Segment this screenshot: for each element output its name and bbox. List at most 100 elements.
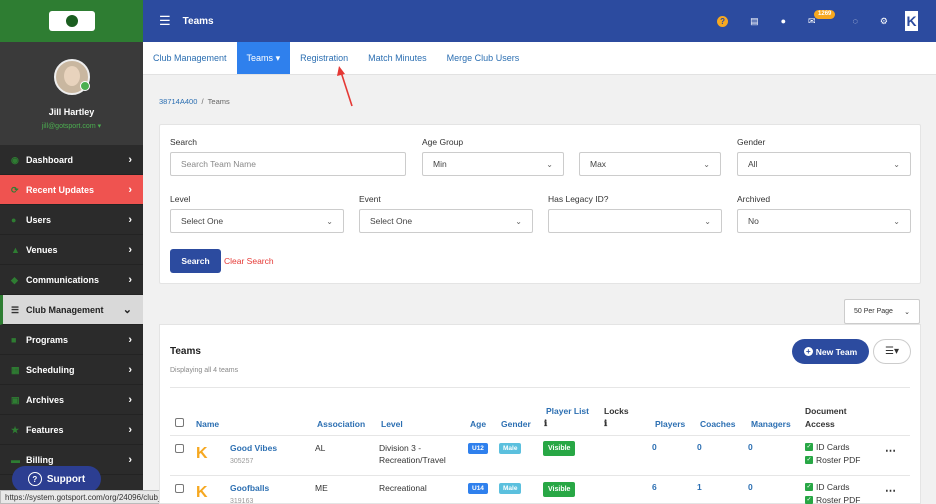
column-header-level[interactable]: Level [381,419,403,429]
player-list-visible-button[interactable]: Visible [543,482,576,497]
tab-club-management[interactable]: Club Management [153,53,227,63]
age-badge: U14 [468,483,488,494]
user-profile: Jill Hartley jill@gotsport.com ▾ [0,42,143,145]
divider [170,435,910,436]
column-header-managers[interactable]: Managers [751,419,791,429]
hamburger-menu-icon[interactable]: ☰ [159,13,171,28]
select-all-checkbox[interactable] [175,418,184,427]
help-button[interactable]: ? [717,15,729,27]
sidebar-item-features[interactable]: ★ Features › [0,415,143,445]
notification-badge: 1269 [814,9,836,19]
tab-merge-club-users[interactable]: Merge Club Users [446,53,520,63]
sidebar-item-label: Features [26,424,64,435]
age-min-select[interactable]: Min ⌄ [422,152,564,176]
sidebar-item-programs[interactable]: ■ Programs › [0,325,143,355]
team-level-line2: Recreation/Travel [379,455,446,465]
column-header-document-access-2: Access [805,419,835,429]
new-team-label: New Team [815,346,858,357]
tab-teams[interactable]: Teams ▾ [236,42,291,74]
column-header-age[interactable]: Age [470,419,487,429]
managers-count-link[interactable]: 0 [748,482,753,492]
bulk-actions-button[interactable]: ☰▾ [873,339,911,364]
sidebar-item-communications[interactable]: ◆ Communications › [0,265,143,295]
info-icon: ℹ [544,418,548,428]
roster-pdf-access[interactable]: ✓ Roster PDF [805,455,860,465]
sidebar-item-venues[interactable]: ▲ Venues › [0,235,143,265]
chat-icon[interactable]: ◌ [852,16,858,26]
plus-icon: + [803,347,813,356]
logo-bar [0,0,143,42]
archived-select[interactable]: No ⌄ [737,209,911,233]
doc-label: ID Cards [816,482,850,492]
team-name-link[interactable]: Good Vibes [230,443,278,453]
id-card-icon[interactable]: ▤ [750,15,759,26]
search-button[interactable]: Search [170,249,221,273]
row-checkbox[interactable] [175,484,184,493]
gear-icon[interactable]: ⚙ [879,15,888,26]
avatar[interactable] [53,59,90,95]
legacy-id-select[interactable]: ⌄ [548,209,722,233]
row-actions-icon[interactable]: ⋯ [885,445,896,457]
sidebar-item-archives[interactable]: ▣ Archives › [0,385,143,415]
coaches-count-link[interactable]: 1 [697,482,702,492]
event-value: Select One [370,216,413,226]
tab-registration[interactable]: Registration [300,53,349,63]
age-max-select[interactable]: Max ⌄ [579,152,721,176]
clear-search-link[interactable]: Clear Search [224,256,274,266]
team-logo: K [196,484,208,501]
sidebar: Jill Hartley jill@gotsport.com ▾ ◉ Dashbo… [0,0,143,504]
tab-match-minutes[interactable]: Match Minutes [368,53,427,63]
user-icon[interactable]: ● [780,16,787,26]
level-select[interactable]: Select One ⌄ [170,209,344,233]
club-logo[interactable]: K [905,11,918,31]
search-input[interactable]: Search Team Name [170,152,406,176]
column-header-coaches[interactable]: Coaches [700,419,736,429]
chevron-right-icon: › [128,423,132,436]
help-icon: ? [717,15,729,27]
doc-label: ID Cards [816,442,850,452]
column-header-player-list[interactable]: Player List [546,406,589,416]
mail-button[interactable]: ✉ 1269 [808,9,836,27]
per-page-select[interactable]: 50 Per Page ⌄ [844,299,920,324]
sidebar-item-dashboard[interactable]: ◉ Dashboard › [0,145,143,175]
coaches-count-link[interactable]: 0 [697,442,702,452]
player-list-visible-button[interactable]: Visible [543,441,576,456]
column-header-players[interactable]: Players [655,419,686,429]
sidebar-item-label: Dashboard [26,154,74,165]
column-header-name[interactable]: Name [196,419,220,429]
row-actions-icon[interactable]: ⋯ [885,485,896,497]
sidebar-item-label: Venues [26,244,58,255]
org-logo[interactable] [48,11,95,31]
team-name-link[interactable]: Goofballs [230,483,270,493]
row-checkbox[interactable] [175,444,184,453]
chevron-down-icon: ⌄ [703,159,710,169]
user-email[interactable]: jill@gotsport.com ▾ [41,123,102,130]
chevron-down-icon: ⌄ [515,216,522,226]
chevron-right-icon: › [128,243,132,256]
roster-pdf-access[interactable]: ✓ Roster PDF [805,495,860,504]
gender-badge: Male [499,483,522,494]
column-header-association[interactable]: Association [317,419,366,429]
event-select[interactable]: Select One ⌄ [359,209,533,233]
sidebar-item-label: Club Management [26,304,104,315]
breadcrumb-root[interactable]: 38714A400 [159,97,198,106]
calendar-icon: ▦ [11,365,20,375]
id-cards-access[interactable]: ✓ ID Cards [805,482,850,492]
column-header-gender[interactable]: Gender [501,419,531,429]
sidebar-item-recent-updates[interactable]: ⟳ Recent Updates › [0,175,143,205]
menu-icon: ☰▾ [885,346,899,357]
players-count-link[interactable]: 6 [652,482,657,492]
chevron-right-icon: › [128,453,132,466]
support-button[interactable]: ? Support [12,466,101,492]
tab-teams-label: Teams [246,53,274,63]
sidebar-item-club-management[interactable]: ☰ Club Management ⌄ [0,295,143,325]
gender-select[interactable]: All ⌄ [737,152,911,176]
sidebar-item-scheduling[interactable]: ▦ Scheduling › [0,355,143,385]
soccer-ball-icon [63,13,80,29]
sidebar-item-users[interactable]: ● Users › [0,205,143,235]
players-count-link[interactable]: 0 [652,442,657,452]
new-team-button[interactable]: + New Team [792,339,869,364]
id-cards-access[interactable]: ✓ ID Cards [805,442,850,452]
managers-count-link[interactable]: 0 [748,442,753,452]
breadcrumb-current: Teams [207,97,230,106]
